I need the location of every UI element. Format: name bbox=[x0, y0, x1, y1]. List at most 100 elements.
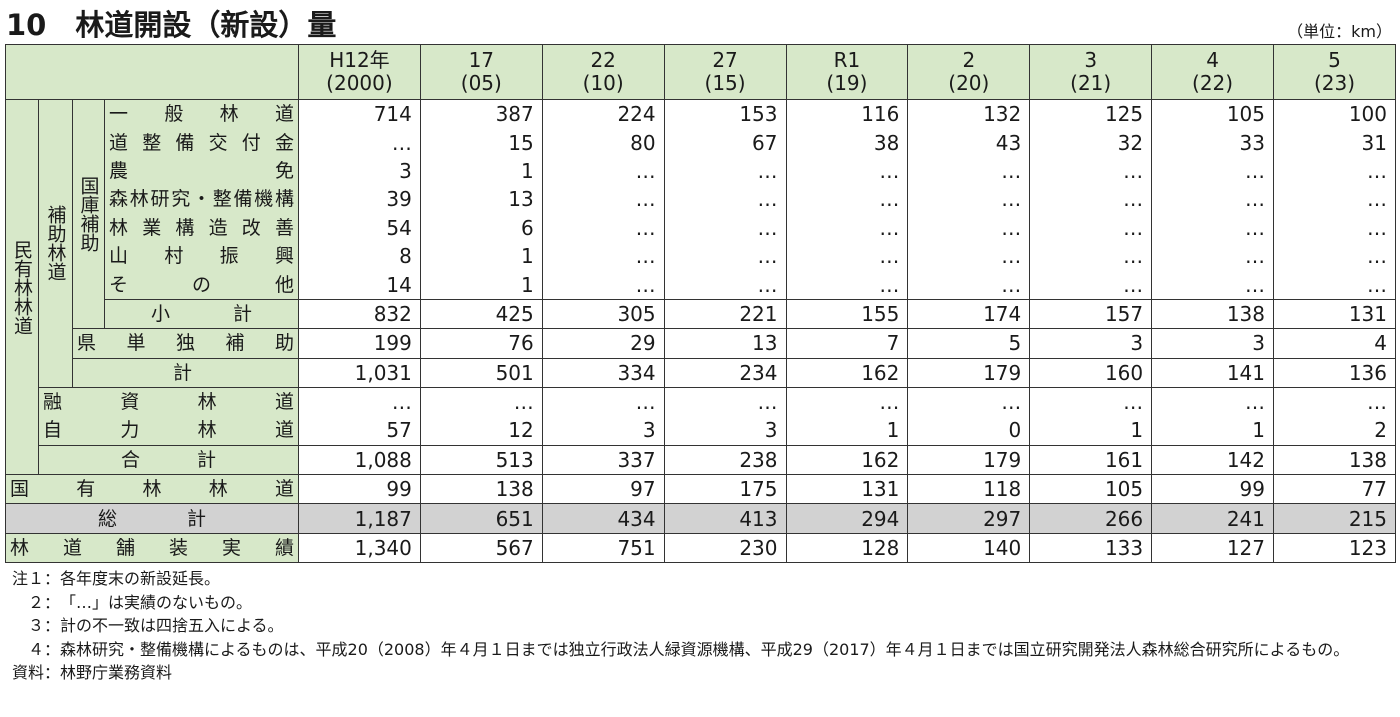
column-label: 22 bbox=[590, 48, 616, 72]
cell: 230 bbox=[663, 532, 787, 563]
cell: … bbox=[907, 213, 1031, 242]
note: ４： 森林研究・整備機構によるものは、平成20（2008）年４月１日までは独立行政… bbox=[0, 638, 1398, 662]
cell: … bbox=[785, 185, 909, 214]
cell: 334 bbox=[541, 357, 665, 388]
column-sub: (2000) bbox=[326, 71, 393, 95]
cell: … bbox=[1151, 213, 1274, 242]
cell: … bbox=[785, 241, 909, 271]
source-text: 林野庁業務資料 bbox=[60, 663, 173, 682]
cell: 33 bbox=[1151, 128, 1274, 157]
column-sub: (05) bbox=[460, 71, 502, 95]
note-text: 各年度末の新設延長。 bbox=[60, 569, 221, 588]
cell: … bbox=[298, 128, 421, 157]
cell: 567 bbox=[419, 532, 543, 563]
cell: … bbox=[907, 156, 1031, 186]
cell: 1 bbox=[1151, 416, 1274, 446]
cell: 31 bbox=[1273, 128, 1396, 157]
cell: 0 bbox=[907, 416, 1031, 446]
note-mark: ４： bbox=[27, 639, 60, 659]
cell: 7 bbox=[785, 328, 909, 359]
cell: 155 bbox=[785, 298, 909, 329]
table-row: 農免 3 1………………… bbox=[6, 156, 1396, 186]
note-mark: ３： bbox=[27, 616, 60, 635]
cell: … bbox=[541, 270, 665, 300]
cell: 67 bbox=[663, 128, 787, 157]
unit: （単位：km） bbox=[1287, 22, 1392, 41]
cell: … bbox=[663, 156, 787, 186]
note-mark: ２： bbox=[27, 592, 60, 612]
group-label: 国庫補助 bbox=[72, 99, 105, 329]
cell: 651 bbox=[419, 503, 543, 534]
cell: … bbox=[785, 270, 909, 300]
row-label: 一般林道 bbox=[104, 99, 299, 129]
column-label: 3 bbox=[1084, 48, 1098, 72]
table-row: 計 1,031 501 334 234 162 179 160 141 136 bbox=[6, 357, 1396, 388]
cell: 77 bbox=[1273, 474, 1396, 504]
table-row: 県単独補助 199 76 29 13 7 5 3 3 4 bbox=[6, 328, 1396, 359]
table-row: 融資林道……………………… bbox=[6, 386, 1396, 417]
column-sub: (20) bbox=[948, 71, 990, 95]
cell: 54 bbox=[298, 213, 421, 242]
cell: 99 bbox=[1151, 474, 1274, 504]
cell: … bbox=[1029, 270, 1153, 300]
cell: 3 bbox=[541, 416, 665, 446]
row-label: 農免 bbox=[104, 156, 299, 186]
note-text: 「…」は実績のないもの。 bbox=[60, 592, 253, 612]
table-row: 合計 1,088 513 337 238 162 179 161 142 138 bbox=[6, 444, 1396, 475]
cell: 128 bbox=[785, 532, 909, 563]
cell: 131 bbox=[785, 474, 909, 504]
cell: 141 bbox=[1151, 357, 1274, 388]
row-label: 計 bbox=[72, 357, 299, 388]
cell: 39 bbox=[298, 185, 421, 214]
column-header: 17 (05) bbox=[419, 44, 543, 100]
cell: … bbox=[907, 270, 1031, 300]
cell: 1 bbox=[785, 416, 909, 446]
cell: … bbox=[785, 156, 909, 186]
table-row: その他 14 1………………… bbox=[6, 270, 1396, 300]
cell: … bbox=[907, 386, 1031, 417]
cell: 12 bbox=[419, 416, 543, 446]
table-row: 林業構造改善 54 6………………… bbox=[6, 213, 1396, 242]
cell: 3 bbox=[1151, 328, 1274, 359]
cell: … bbox=[298, 386, 421, 417]
table-row: 小計 832 425 305 221 155 174 157 138 131 bbox=[6, 298, 1396, 329]
cell: … bbox=[1273, 270, 1396, 300]
cell: … bbox=[1029, 185, 1153, 214]
cell: 434 bbox=[541, 503, 665, 534]
cell: … bbox=[1151, 270, 1274, 300]
cell: 127 bbox=[1151, 532, 1274, 563]
cell: 142 bbox=[1151, 444, 1274, 475]
cell: 3 bbox=[663, 416, 787, 446]
column-header: H12年 (2000) bbox=[298, 44, 421, 100]
cell: 140 bbox=[907, 532, 1031, 563]
column-sub: (21) bbox=[1070, 71, 1112, 95]
column-sub: (19) bbox=[826, 71, 868, 95]
cell: … bbox=[663, 241, 787, 271]
column-sub: (22) bbox=[1192, 71, 1234, 95]
cell: 294 bbox=[785, 503, 909, 534]
cell: … bbox=[1151, 241, 1274, 271]
cell: 161 bbox=[1029, 444, 1153, 475]
cell: 387 bbox=[419, 99, 543, 129]
table-row: 林道舗装実績 1,340 567 751 230 128 140 133 127 123 bbox=[5, 532, 1396, 563]
cell: 425 bbox=[419, 298, 543, 329]
cell: 131 bbox=[1273, 298, 1396, 329]
table: H12年 (2000) 17 (05) 22 (10) 27 (15) R1 (19) 2 (20) 3… bbox=[5, 44, 1396, 564]
column-label: H12年 bbox=[329, 48, 390, 72]
cell: 105 bbox=[1151, 99, 1274, 129]
cell: 179 bbox=[907, 444, 1031, 475]
column-label: R1 bbox=[833, 48, 861, 72]
cell: 1 bbox=[419, 241, 543, 271]
cell: … bbox=[1029, 213, 1153, 242]
cell: … bbox=[1151, 156, 1274, 186]
cell: … bbox=[541, 213, 665, 242]
column-header: 22 (10) bbox=[541, 44, 665, 100]
cell: … bbox=[1029, 241, 1153, 271]
row-label: 道整備交付金 bbox=[104, 128, 299, 157]
row-label: 融資林道 bbox=[38, 386, 299, 417]
cell: … bbox=[907, 185, 1031, 214]
row-label: 林業構造改善 bbox=[104, 213, 299, 242]
cell: 1,187 bbox=[298, 503, 421, 534]
cell: … bbox=[541, 185, 665, 214]
